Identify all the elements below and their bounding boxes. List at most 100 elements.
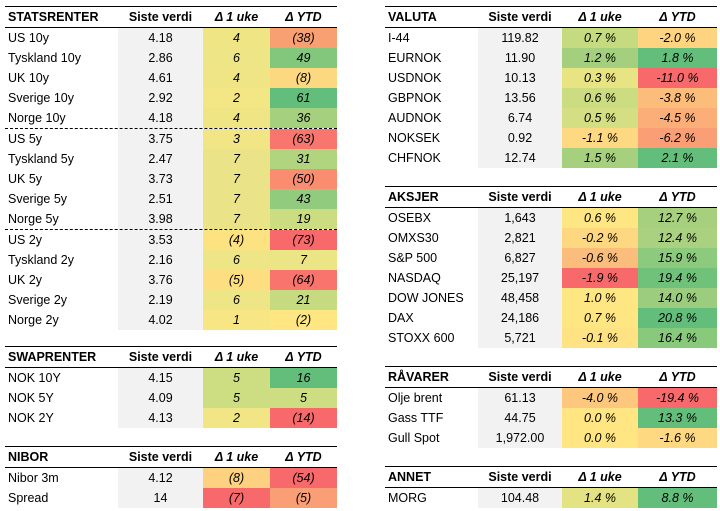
last-value: 3.98: [118, 209, 203, 229]
ytd-change: 14.0 %: [638, 288, 717, 308]
week-change: -1.9 %: [562, 268, 638, 288]
table-row: STOXX 600 5,721 -0.1 % 16.4 %: [385, 328, 717, 348]
column-header-ytd-change: Δ YTD: [285, 350, 322, 364]
ytd-change: 16.4 %: [638, 328, 717, 348]
column-header-week-change: Δ 1 uke: [214, 350, 259, 364]
row-label: AUDNOK: [388, 111, 442, 125]
table-header: SWAPRENTER Siste verdi Δ 1 uke Δ YTD: [5, 347, 337, 368]
week-change: 3: [203, 129, 270, 149]
row-label: USDNOK: [388, 71, 442, 85]
row-label: S&P 500: [388, 251, 438, 265]
row-label: DOW JONES: [388, 291, 464, 305]
row-label: OMXS30: [388, 231, 439, 245]
column-header-value: Siste verdi: [128, 450, 193, 464]
row-label: NOK 10Y: [8, 371, 61, 385]
week-change: (8): [203, 468, 270, 488]
row-label: UK 2y: [8, 273, 43, 287]
table-title: STATSRENTER: [8, 10, 99, 24]
last-value: 1,972.00: [478, 428, 562, 448]
table-row: NASDAQ 25,197 -1.9 % 19.4 %: [385, 268, 717, 288]
table-row: Sverige 10y 2.92 2 61: [5, 88, 337, 108]
table-row: NOKSEK 0.92 -1.1 % -6.2 %: [385, 128, 717, 148]
table-row: Spread 14 (7) (5): [5, 488, 337, 508]
annet-table: ANNET Siste verdi Δ 1 uke Δ YTD MORG 104.48 1.…: [385, 466, 717, 508]
last-value: 3.73: [118, 169, 203, 189]
last-value: 6.74: [478, 108, 562, 128]
table-row: Tyskland 5y 2.47 7 31: [5, 149, 337, 169]
ytd-change: (54): [270, 468, 337, 488]
row-label: Norge 2y: [8, 313, 59, 327]
ytd-change: 13.3 %: [638, 408, 717, 428]
column-header-ytd-change: Δ YTD: [659, 470, 696, 484]
ytd-change: 61: [270, 88, 337, 108]
table-row: Norge 10y 4.18 4 36: [5, 108, 337, 128]
column-header-week-change: Δ 1 uke: [578, 190, 622, 204]
table-row: US 2y 3.53 (4) (73): [5, 229, 337, 250]
ytd-change: 31: [270, 149, 337, 169]
ravarer-table: RÅVARER Siste verdi Δ 1 uke Δ YTD Olje brent…: [385, 366, 717, 448]
row-label: Gass TTF: [388, 411, 444, 425]
column-header-value: Siste verdi: [128, 10, 193, 24]
table-title: AKSJER: [388, 190, 439, 204]
row-label: EURNOK: [388, 51, 442, 65]
table-header: ANNET Siste verdi Δ 1 uke Δ YTD: [385, 467, 717, 488]
column-header-ytd-change: Δ YTD: [659, 10, 696, 24]
column-header-ytd-change: Δ YTD: [285, 10, 322, 24]
week-change: (7): [203, 488, 270, 508]
table-title: NIBOR: [8, 450, 49, 464]
row-label: Olje brent: [388, 391, 443, 405]
table-row: UK 10y 4.61 4 (8): [5, 68, 337, 88]
nibor-table: NIBOR Siste verdi Δ 1 uke Δ YTD Nibor 3m 4.12…: [5, 446, 337, 508]
week-change: -0.1 %: [562, 328, 638, 348]
ytd-change: 5: [270, 388, 337, 408]
row-label: STOXX 600: [388, 331, 455, 345]
row-label: Norge 5y: [8, 212, 59, 226]
week-change: 5: [203, 368, 270, 388]
ytd-change: (63): [270, 129, 337, 149]
last-value: 2.16: [118, 250, 203, 270]
table-row: Tyskland 2y 2.16 6 7: [5, 250, 337, 270]
last-value: 4.18: [118, 28, 203, 48]
table-row: Sverige 5y 2.51 7 43: [5, 189, 337, 209]
ytd-change: 43: [270, 189, 337, 209]
row-label: Gull Spot: [388, 431, 440, 445]
week-change: 0.0 %: [562, 408, 638, 428]
week-change: 7: [203, 209, 270, 229]
row-label: DAX: [388, 311, 414, 325]
week-change: 6: [203, 48, 270, 68]
last-value: 11.90: [478, 48, 562, 68]
row-label: US 2y: [8, 233, 43, 247]
row-label: Tyskland 2y: [8, 253, 75, 267]
last-value: 2,821: [478, 228, 562, 248]
swaprenter-table: SWAPRENTER Siste verdi Δ 1 uke Δ YTD NOK 10Y…: [5, 346, 337, 428]
last-value: 5,721: [478, 328, 562, 348]
column-header-week-change: Δ 1 uke: [214, 450, 259, 464]
ytd-change: -19.4 %: [638, 388, 717, 408]
week-change: -1.1 %: [562, 128, 638, 148]
table-header: VALUTA Siste verdi Δ 1 uke Δ YTD: [385, 7, 717, 28]
ytd-change: 21: [270, 290, 337, 310]
week-change: 4: [203, 28, 270, 48]
last-value: 4.61: [118, 68, 203, 88]
week-change: 5: [203, 388, 270, 408]
row-label: Spread: [8, 491, 49, 505]
last-value: 14: [118, 488, 203, 508]
ytd-change: -2.0 %: [638, 28, 717, 48]
last-value: 3.75: [118, 129, 203, 149]
last-value: 104.48: [478, 488, 562, 508]
column-header-value: Siste verdi: [488, 10, 552, 24]
week-change: 0.7 %: [562, 308, 638, 328]
week-change: 1.0 %: [562, 288, 638, 308]
column-header-value: Siste verdi: [128, 350, 193, 364]
row-label: CHFNOK: [388, 151, 441, 165]
week-change: -0.2 %: [562, 228, 638, 248]
last-value: 4.18: [118, 108, 203, 128]
table-row: OSEBX 1,643 0.6 % 12.7 %: [385, 208, 717, 228]
week-change: -4.0 %: [562, 388, 638, 408]
table-row: UK 2y 3.76 (5) (64): [5, 270, 337, 290]
table-row: S&P 500 6,827 -0.6 % 15.9 %: [385, 248, 717, 268]
last-value: 25,197: [478, 268, 562, 288]
column-header-week-change: Δ 1 uke: [214, 10, 259, 24]
ytd-change: (73): [270, 230, 337, 250]
last-value: 12.74: [478, 148, 562, 168]
